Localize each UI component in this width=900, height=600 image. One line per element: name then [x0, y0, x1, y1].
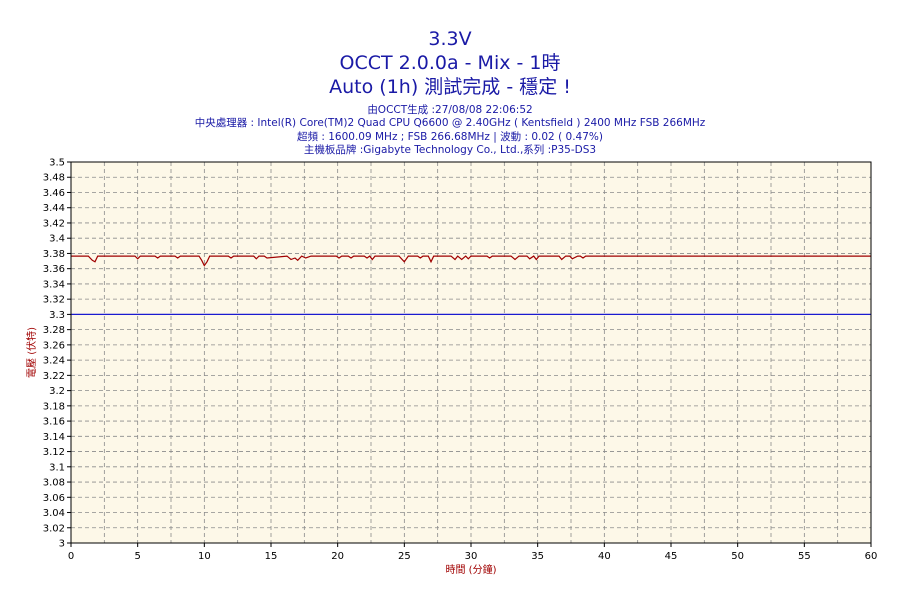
- y-tick-label: 3.22: [43, 371, 65, 382]
- y-tick-label: 3.38: [43, 249, 65, 260]
- x-tick-label: 25: [398, 551, 411, 562]
- y-tick-label: 3.04: [43, 508, 65, 519]
- generated-info: 由OCCT生成 :27/08/08 22:06:52: [367, 104, 533, 116]
- y-tick-label: 3.42: [43, 218, 65, 229]
- y-tick-label: 3.18: [43, 401, 65, 412]
- y-tick-label: 3.44: [43, 203, 65, 214]
- chart-title: 3.3V: [428, 28, 472, 50]
- x-tick-label: 60: [865, 551, 878, 562]
- y-tick-label: 3.14: [43, 432, 65, 443]
- x-tick-label: 10: [198, 551, 211, 562]
- x-tick-label: 50: [731, 551, 744, 562]
- y-tick-label: 3: [59, 539, 65, 550]
- y-tick-label: 3.34: [43, 279, 65, 290]
- x-tick-label: 0: [68, 551, 74, 562]
- y-tick-label: 3.26: [43, 340, 65, 351]
- measured-series-line: [71, 255, 871, 267]
- y-tick-label: 3.1: [49, 462, 65, 473]
- y-tick-label: 3.32: [43, 295, 65, 306]
- y-tick-label: 3.08: [43, 478, 65, 489]
- motherboard-info: 主機板品牌 :Gigabyte Technology Co., Ltd.,系列 …: [303, 144, 597, 157]
- cpu-info: 中央處理器 : Intel(R) Core(TM)2 Quad CPU Q660…: [194, 117, 706, 130]
- x-tick-label: 40: [598, 551, 611, 562]
- x-tick-label: 45: [665, 551, 678, 562]
- y-tick-label: 3.06: [43, 493, 65, 504]
- x-tick-label: 15: [265, 551, 278, 562]
- x-tick-label: 5: [134, 551, 140, 562]
- y-tick-label: 3.4: [49, 234, 65, 245]
- x-tick-label: 30: [465, 551, 478, 562]
- y-tick-label: 3.2: [49, 386, 65, 397]
- y-axis-title: 電壓 (伏特): [25, 327, 38, 378]
- series-group: [71, 255, 871, 315]
- chart-subtitle: OCCT 2.0.0a - Mix - 1時: [339, 52, 561, 74]
- test-status: Auto (1h) 測試完成 - 穩定 !: [329, 76, 571, 98]
- x-tick-label: 35: [531, 551, 544, 562]
- y-tick-label: 3.28: [43, 325, 65, 336]
- y-tick-label: 3.46: [43, 188, 65, 199]
- y-tick-label: 3.16: [43, 417, 65, 428]
- y-tick-label: 3.02: [43, 523, 65, 534]
- y-tick-label: 3.36: [43, 264, 65, 275]
- y-tick-label: 3.3: [49, 310, 65, 321]
- y-tick-label: 3.24: [43, 356, 65, 367]
- y-tick-label: 3.5: [49, 158, 65, 169]
- x-tick-label: 55: [798, 551, 811, 562]
- chart-header: 3.3V OCCT 2.0.0a - Mix - 1時 Auto (1h) 測試…: [0, 0, 900, 158]
- tick-labels: 3 3.02 3.04 3.06 3.08 3.1 3.12 3.14 3.16 3.18 3.2 3…: [43, 158, 878, 563]
- x-tick-label: 20: [331, 551, 344, 562]
- y-tick-label: 3.12: [43, 447, 65, 458]
- x-axis-title: 時間 (分鐘): [446, 563, 497, 576]
- y-tick-label: 3.48: [43, 173, 65, 184]
- clock-info: 超頻 : 1600.09 MHz ; FSB 266.68MHz | 波動 : …: [297, 130, 603, 143]
